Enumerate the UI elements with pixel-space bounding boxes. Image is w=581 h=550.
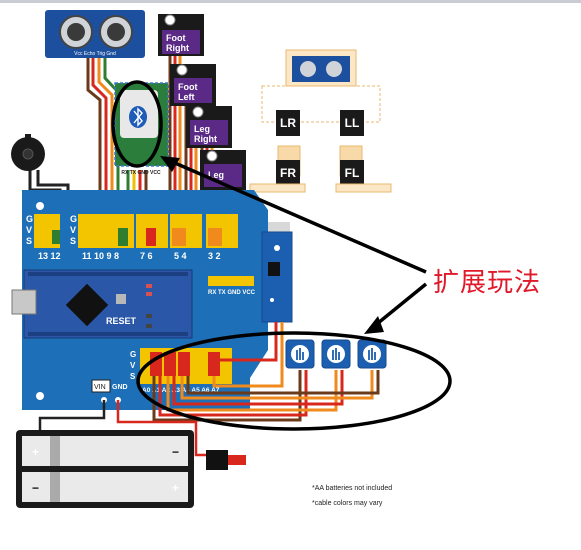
gvs-label: G <box>26 214 33 224</box>
gvs-label: V <box>70 225 76 235</box>
bt-header-label: RX TX GND VCC <box>208 290 256 296</box>
vin-label: VIN <box>94 384 106 391</box>
servo-label: Left <box>178 92 195 102</box>
annotation-marks <box>111 80 452 431</box>
reset-label: RESET <box>106 316 137 326</box>
battery-holder: + − − + <box>16 430 194 508</box>
gvs-label: G <box>70 214 77 224</box>
annotation-chinese-label: 扩展玩法 <box>433 268 542 298</box>
expansion-board: G V S G V S 13 12 11 10 9 8 7 6 5 4 3 2 … <box>11 190 268 410</box>
servo-leg-right: Leg Right <box>186 106 232 148</box>
robot-outline: LR LL FR FL <box>249 49 392 193</box>
upright-sensor-module <box>261 222 293 323</box>
servo-label: Right <box>166 43 189 53</box>
gvs-label: S <box>70 236 76 246</box>
gvs-label: V <box>26 225 32 235</box>
ultrasonic-sensor: Vcc Echo Trig Gnd <box>45 10 145 58</box>
battery-note: *AA batteries not included <box>312 485 393 492</box>
gvs-label: S <box>130 372 136 381</box>
robot-label: FR <box>280 166 296 180</box>
touch-sensor <box>321 339 351 369</box>
gvs-label: V <box>130 361 136 370</box>
bluetooth-module: RX TX GND VCC <box>114 82 169 176</box>
arrow-head-icon <box>364 316 384 334</box>
buzzer <box>11 134 45 171</box>
pin-group-label: 7 6 <box>140 251 153 261</box>
top-border <box>0 0 581 3</box>
servo-label: Foot <box>178 82 198 92</box>
pin-group-label: 3 2 <box>208 251 221 261</box>
touch-sensor <box>285 339 315 369</box>
battery-mark: − <box>172 445 179 459</box>
arrow-to-bluetooth <box>167 158 427 274</box>
robot-label: LR <box>280 116 296 130</box>
battery-mark: + <box>32 445 39 459</box>
usb-port <box>11 289 37 315</box>
gvs-label: G <box>130 350 136 359</box>
robot-label: FL <box>345 166 360 180</box>
power-wires <box>38 400 212 457</box>
servo-label: Foot <box>166 33 186 43</box>
highlight-oval-expansion <box>136 331 452 431</box>
gvs-label: S <box>26 236 32 246</box>
pin-group-label: 13 12 <box>38 251 61 261</box>
servo-label: Right <box>194 134 217 144</box>
power-switch[interactable] <box>206 450 246 470</box>
battery-mark: − <box>32 481 39 495</box>
touch-sensor <box>357 339 387 369</box>
arrow-to-sensors <box>370 282 428 330</box>
ultrasonic-pin-label: Vcc Echo Trig Gnd <box>74 51 116 57</box>
bluetooth-pin-label: RX TX GND VCC <box>121 170 161 176</box>
analog-wires <box>152 322 380 422</box>
servo-foot-left: Foot Left <box>170 64 216 106</box>
reset-button[interactable] <box>116 294 126 304</box>
mcu-chip <box>65 283 109 327</box>
pin-group-label: 5 4 <box>174 251 187 261</box>
arrow-head-icon <box>160 156 180 172</box>
servo-label: Leg <box>194 124 210 134</box>
gnd-label: GND <box>112 384 128 391</box>
servo-foot-right: Foot Right <box>158 14 204 56</box>
highlight-oval-bluetooth <box>111 80 163 168</box>
servo-label: Leg <box>208 170 224 180</box>
cable-note: *cable colors may vary <box>312 500 383 507</box>
battery-mark: + <box>172 481 179 495</box>
pin-group-label: 11 10 9 8 <box>82 251 119 261</box>
robot-label: LL <box>345 116 360 130</box>
